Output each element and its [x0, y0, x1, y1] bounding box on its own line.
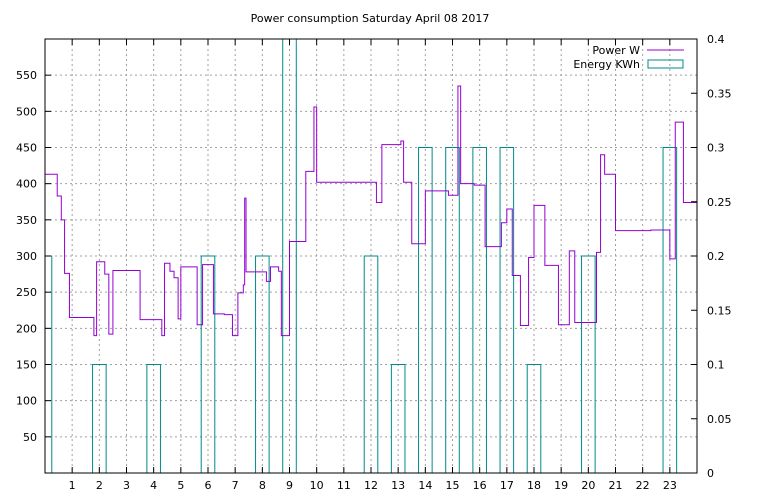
legend-label-energy: Energy KWh: [573, 58, 640, 71]
x-tick-label: 22: [636, 479, 650, 492]
y-tick-label: 500: [16, 105, 37, 118]
x-tick-label: 9: [286, 479, 293, 492]
y-tick-label: 350: [16, 214, 37, 227]
tick-layer: [45, 38, 697, 474]
y2-tick-label: 0.2: [707, 250, 725, 263]
grid-layer: [45, 39, 697, 473]
y-tick-label: 50: [23, 431, 37, 444]
x-tick-label: 20: [581, 479, 595, 492]
y-tick-label: 450: [16, 142, 37, 155]
x-tick-label: 14: [418, 479, 432, 492]
y2-tick-label: 0.4: [707, 33, 725, 46]
y2-tick-label: 0.15: [707, 304, 732, 317]
power-line: [45, 85, 697, 337]
x-tick-label: 6: [205, 479, 212, 492]
y-tick-label: 550: [16, 69, 37, 82]
x-tick-label: 10: [310, 479, 324, 492]
x-tick-label: 11: [337, 479, 351, 492]
y-tick-label: 200: [16, 322, 37, 335]
y2-tick-label: 0.35: [707, 87, 732, 100]
x-tick-label: 13: [391, 479, 405, 492]
legend-label-power: Power W: [592, 44, 640, 57]
x-tick-label: 1: [69, 479, 76, 492]
tick-labels: 1 2 3 4 5 6 7 8 9 10 11 12 13 14 15 16 17 18 19 20 21 22 23501…: [16, 33, 732, 492]
x-tick-label: 12: [364, 479, 378, 492]
y2-tick-label: 0.3: [707, 142, 725, 155]
y2-tick-label: 0: [707, 467, 714, 480]
x-tick-label: 7: [232, 479, 239, 492]
x-tick-label: 23: [663, 479, 677, 492]
x-tick-label: 5: [177, 479, 184, 492]
y-tick-label: 250: [16, 286, 37, 299]
x-tick-label: 17: [500, 479, 514, 492]
x-tick-label: 18: [527, 479, 541, 492]
x-tick-label: 19: [554, 479, 568, 492]
power-line-layer: [45, 85, 697, 337]
y2-tick-label: 0.1: [707, 359, 725, 372]
y-tick-label: 150: [16, 359, 37, 372]
x-tick-label: 3: [123, 479, 130, 492]
x-tick-label: 15: [446, 479, 460, 492]
y-tick-label: 100: [16, 395, 37, 408]
x-tick-label: 16: [473, 479, 487, 492]
y-tick-label: 400: [16, 178, 37, 191]
legend: Power W Energy KWh: [573, 44, 684, 71]
chart-title: Power consumption Saturday April 08 2017: [251, 12, 490, 25]
y-tick-label: 300: [16, 250, 37, 263]
x-tick-label: 21: [609, 479, 623, 492]
x-tick-label: 8: [259, 479, 266, 492]
x-tick-label: 2: [96, 479, 103, 492]
y2-tick-label: 0.25: [707, 196, 732, 209]
y2-tick-label: 0.05: [707, 413, 732, 426]
x-tick-label: 4: [150, 479, 157, 492]
legend-swatch-energy: [647, 59, 684, 69]
